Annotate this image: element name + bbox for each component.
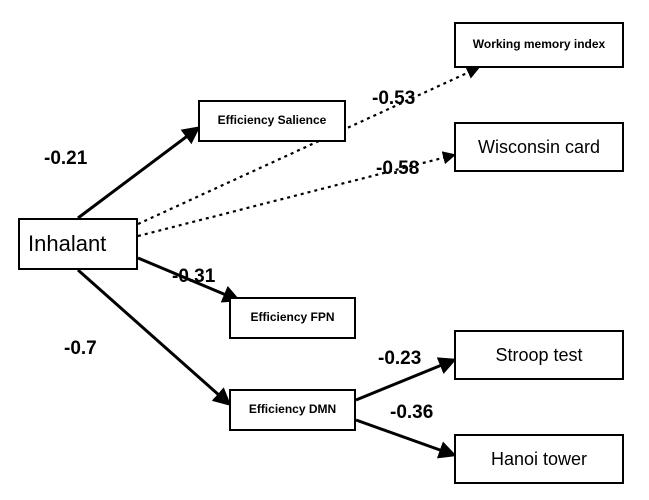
node-eff_fpn: Efficiency FPN xyxy=(229,297,356,339)
node-inhalant: Inhalant xyxy=(18,218,138,270)
node-label: Working memory index xyxy=(473,38,605,52)
node-wisconsin: Wisconsin card xyxy=(454,122,624,172)
node-hanoi: Hanoi tower xyxy=(454,434,624,484)
edge-label-inhalant-to-working_memory: -0.53 xyxy=(372,88,415,110)
edge-label-inhalant-to-wisconsin: -0.58 xyxy=(376,158,419,180)
node-stroop: Stroop test xyxy=(454,330,624,380)
node-eff_salience: Efficiency Salience xyxy=(198,100,346,142)
edge-inhalant-to-eff_salience xyxy=(78,128,198,218)
node-label: Inhalant xyxy=(28,231,106,256)
edge-label-inhalant-to-eff_fpn: -0.31 xyxy=(172,266,215,288)
edge-label-inhalant-to-eff_dmn: -0.7 xyxy=(64,338,97,360)
node-label: Wisconsin card xyxy=(478,137,600,158)
node-label: Hanoi tower xyxy=(491,449,587,470)
node-eff_dmn: Efficiency DMN xyxy=(229,389,356,431)
edge-label-eff_dmn-to-stroop: -0.23 xyxy=(378,348,421,370)
edge-inhalant-to-working_memory xyxy=(138,68,478,224)
node-label: Efficiency Salience xyxy=(218,114,327,128)
node-working_memory: Working memory index xyxy=(454,22,624,68)
edge-inhalant-to-eff_dmn xyxy=(78,270,229,404)
edge-label-eff_dmn-to-hanoi: -0.36 xyxy=(390,402,433,424)
edge-label-inhalant-to-eff_salience: -0.21 xyxy=(44,148,87,170)
node-label: Efficiency DMN xyxy=(249,403,336,417)
edge-eff_dmn-to-hanoi xyxy=(356,420,454,455)
node-label: Efficiency FPN xyxy=(250,311,334,325)
node-label: Stroop test xyxy=(495,345,582,366)
